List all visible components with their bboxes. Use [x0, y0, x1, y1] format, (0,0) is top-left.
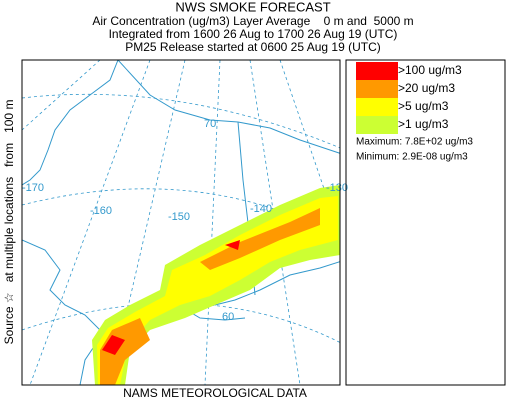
- subtitle: Integrated from 1600 26 Aug to 1700 26 A…: [109, 27, 398, 41]
- longitude-label: -140: [250, 203, 272, 215]
- legend-frame: [345, 59, 506, 386]
- legend-label: >100 ug/m3: [398, 63, 462, 77]
- map: -170 -160 -150 -140 -130 70 60: [21, 59, 348, 386]
- legend-swatch: [356, 116, 398, 134]
- side-label: Source ☆ at multiple locations from 100 …: [2, 100, 16, 345]
- latitude-line: [22, 93, 340, 149]
- minimum: Minimum: 2.9E-08 ug/m3: [356, 152, 468, 163]
- footer: NAMS METEOROLOGICAL DATA: [123, 386, 307, 400]
- coastline: [22, 239, 101, 385]
- longitude-line: [22, 60, 101, 131]
- smoke-plume: [92, 185, 340, 385]
- longitude-label: -130: [326, 182, 348, 194]
- subtitle: PM25 Release started at 0600 25 Aug 19 (…: [125, 40, 380, 54]
- longitude-label: -150: [168, 211, 190, 223]
- coastline: [22, 60, 119, 186]
- coastline: [117, 60, 340, 154]
- legend-swatch: [356, 80, 398, 98]
- title: NWS SMOKE FORECAST: [175, 0, 330, 14]
- longitude-line: [29, 60, 151, 385]
- map-frame: [21, 59, 341, 386]
- latitude-line: [22, 303, 340, 343]
- legend-label: >5 ug/m3: [398, 99, 449, 113]
- legend-label: >20 ug/m3: [398, 81, 455, 95]
- longitude-line: [204, 60, 221, 385]
- longitude-label: -170: [22, 182, 44, 194]
- longitude-label: -160: [90, 205, 112, 217]
- legend-swatch: [356, 98, 398, 116]
- maximum: Maximum: 7.8E+02 ug/m3: [356, 137, 473, 148]
- legend-label: >1 ug/m3: [398, 117, 449, 131]
- subtitle: Air Concentration (ug/m3) Layer Average …: [92, 14, 413, 28]
- latitude-label: 60: [222, 311, 234, 323]
- legend: >100 ug/m3 >20 ug/m3 >5 ug/m3 >1 ug/m3: [356, 62, 462, 134]
- latitude-label: 70: [204, 118, 216, 130]
- legend-swatch: [356, 62, 398, 80]
